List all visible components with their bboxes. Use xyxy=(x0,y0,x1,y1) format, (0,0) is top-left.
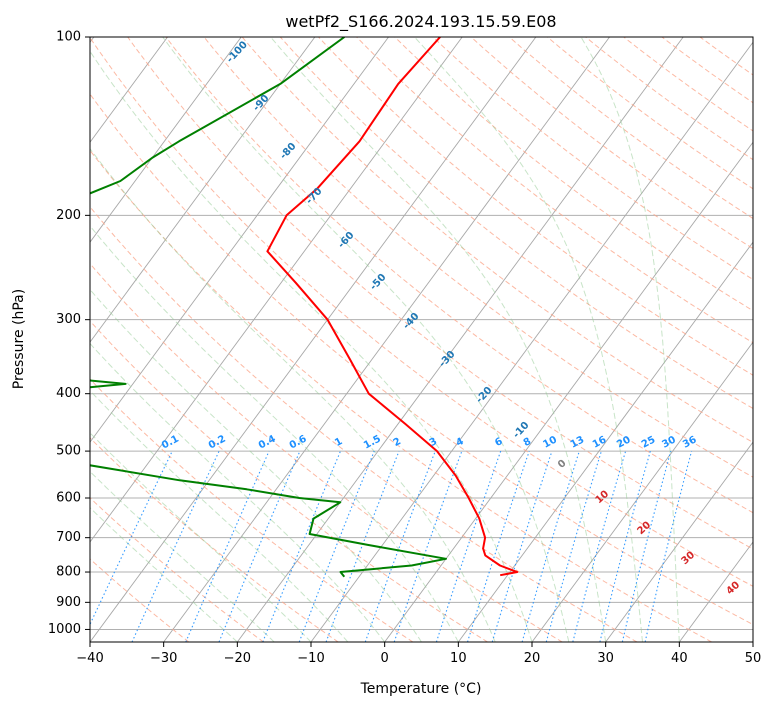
mixing-ratio-line xyxy=(521,450,580,642)
isotherm-line xyxy=(384,141,753,642)
dry-adiabat-line xyxy=(90,93,753,626)
mixing-ratio-label: 3 xyxy=(428,436,439,449)
mixing-ratio-line xyxy=(298,450,375,642)
isotherm-line xyxy=(752,641,753,642)
x-tick-label: −40 xyxy=(76,651,103,666)
mixing-ratio-line xyxy=(325,450,400,642)
mixing-ratio-line xyxy=(466,450,530,642)
y-tick-label: 900 xyxy=(56,595,81,610)
isotherm-line xyxy=(605,441,753,642)
isotherm-line xyxy=(90,37,463,543)
mixing-ratio-label: 8 xyxy=(522,436,533,449)
x-tick-label: −20 xyxy=(224,651,251,666)
x-tick-label: 40 xyxy=(671,651,688,666)
mixing-ratio-line xyxy=(435,450,502,642)
moist-adiabat-line xyxy=(90,147,496,642)
isotherm-line xyxy=(163,37,610,642)
moist-adiabat-line xyxy=(414,37,643,642)
x-tick-label: −10 xyxy=(297,651,324,666)
x-tick-label: 30 xyxy=(597,651,614,666)
moist-adiabat-line xyxy=(90,432,312,642)
y-tick-label: 600 xyxy=(56,491,81,506)
dry-adiabat-line xyxy=(90,558,190,642)
x-tick-label: 10 xyxy=(450,651,467,666)
y-tick-label: 400 xyxy=(56,386,81,401)
mixing-ratio-line xyxy=(545,450,602,642)
x-tick-label: −30 xyxy=(150,651,177,666)
isotherm-line xyxy=(90,37,168,143)
mixing-ratio-line xyxy=(621,450,672,642)
plot-area xyxy=(90,37,753,642)
isotherm-line xyxy=(90,37,316,343)
moist-adiabat-line xyxy=(90,50,533,642)
mixing-ratio-line xyxy=(644,450,693,642)
y-tick-label: 500 xyxy=(56,444,81,459)
dry-adiabat-line xyxy=(90,206,638,642)
y-tick-label: 200 xyxy=(56,208,81,223)
dry-adiabat-line xyxy=(165,37,753,514)
mixing-ratio-line xyxy=(364,450,436,642)
plot-frame xyxy=(89,36,754,643)
y-tick-label: 300 xyxy=(56,312,81,327)
mixing-ratio-label: 4 xyxy=(454,436,465,449)
y-tick-label: 800 xyxy=(56,565,81,580)
isotherm-line xyxy=(90,37,389,443)
x-axis-title: Temperature (°C) xyxy=(360,681,482,697)
x-tick-label: 20 xyxy=(524,651,541,666)
y-tick-label: 700 xyxy=(56,530,81,545)
dry-adiabat-line xyxy=(279,37,753,410)
y-axis-title: Pressure (hPa) xyxy=(11,289,27,389)
dry-adiabat-line xyxy=(90,37,753,587)
dry-adiabat-line xyxy=(90,262,563,642)
moist-adiabat-line xyxy=(90,225,459,642)
moist-adiabat-line xyxy=(162,37,570,642)
dry-adiabat-line xyxy=(90,149,712,642)
dewpoint-profile-line xyxy=(90,37,447,578)
mixing-ratio-line xyxy=(491,450,553,642)
dry-adiabat-line xyxy=(241,37,753,444)
mixing-ratio-line xyxy=(185,450,270,642)
moist-adiabat-line xyxy=(90,470,275,642)
dry-adiabat-line xyxy=(127,37,753,550)
mixing-ratio-line xyxy=(599,450,651,642)
mixing-ratio-line xyxy=(262,450,342,642)
chart-title: wetPf2_S166.2024.193.15.59.E08 xyxy=(285,12,556,32)
mixing-ratio-label: 6 xyxy=(493,436,504,449)
moist-adiabat-line xyxy=(90,389,349,642)
temperature-profile-line xyxy=(266,37,519,577)
isotherm-line xyxy=(90,37,242,243)
dry-adiabat-line xyxy=(90,378,414,642)
isotherm-line xyxy=(310,41,753,642)
moist-adiabat-line xyxy=(270,37,607,642)
mixing-ratio-label: 1 xyxy=(333,436,344,449)
isotherm-line xyxy=(457,241,753,642)
mixing-ratio-line xyxy=(393,450,463,642)
moist-adiabat-line xyxy=(580,37,680,642)
x-tick-label: 0 xyxy=(381,651,389,666)
dry-adiabat-line xyxy=(394,37,753,312)
moist-adiabat-line xyxy=(90,342,386,642)
mixing-ratio-line xyxy=(572,450,627,642)
isotherm-line xyxy=(236,37,684,642)
y-tick-label: 100 xyxy=(56,30,81,45)
mixing-ratio-label: 2 xyxy=(392,436,403,449)
isotherm-line xyxy=(531,341,753,642)
y-tick-label: 1000 xyxy=(48,622,81,637)
x-tick-label: 50 xyxy=(745,651,762,666)
dry-adiabat-line xyxy=(318,37,753,376)
